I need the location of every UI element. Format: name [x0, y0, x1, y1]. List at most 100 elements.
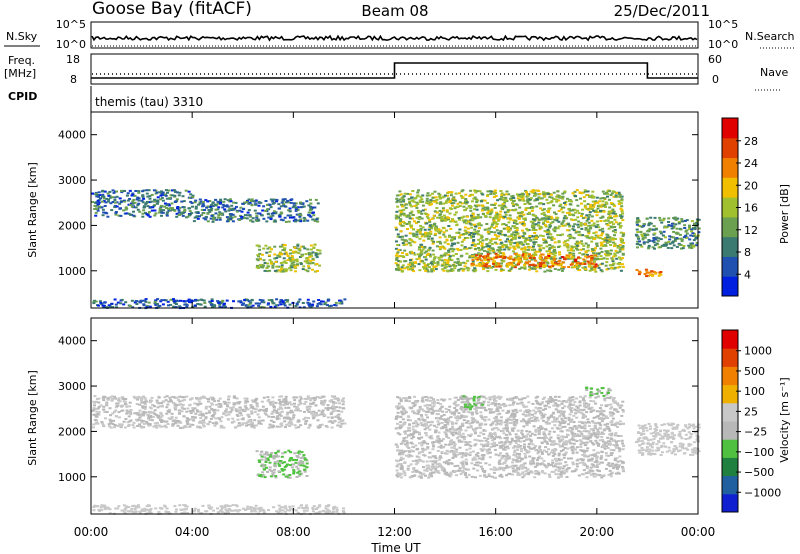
station-title: Goose Bay (fitACF)	[92, 0, 252, 19]
range-gate-cell	[685, 232, 689, 235]
range-gate-cell	[581, 266, 585, 269]
range-gate-cell	[492, 196, 496, 198]
colorbar-cell	[722, 216, 738, 238]
range-gate-cell	[515, 258, 519, 261]
range-gate-cell	[586, 249, 590, 252]
range-gate-cell	[148, 401, 152, 404]
range-gate-cell	[592, 205, 596, 208]
range-gate-cell	[266, 203, 269, 206]
range-gate-cell	[214, 208, 218, 211]
range-gate-cell	[298, 400, 302, 403]
range-gate-cell	[464, 198, 468, 200]
range-gate-cell	[255, 397, 259, 400]
range-gate-cell	[137, 191, 141, 194]
range-gate-cell	[525, 239, 529, 241]
range-gate-cell	[442, 269, 446, 272]
range-gate-cell	[243, 201, 247, 204]
range-gate-cell	[588, 224, 592, 227]
range-gate-cell	[597, 204, 601, 207]
range-gate-cell	[531, 207, 534, 210]
range-gate-cell	[140, 398, 144, 401]
range-gate-cell	[270, 300, 274, 303]
range-gate-cell	[115, 415, 119, 418]
range-gate-cell	[423, 251, 427, 254]
range-gate-cell	[280, 264, 284, 267]
range-gate-cell	[609, 194, 613, 196]
range-gate-cell	[283, 216, 287, 219]
range-gate-cell	[243, 214, 247, 217]
range-gate-cell	[537, 224, 541, 227]
range-gate-cell	[682, 236, 686, 239]
range-gate-cell	[274, 261, 278, 263]
range-gate-cell	[493, 216, 497, 219]
range-gate-cell	[425, 197, 429, 200]
range-gate-cell	[177, 420, 181, 422]
range-gate-cell	[284, 398, 288, 400]
colorbar-cell	[722, 157, 738, 178]
range-gate-cell	[284, 399, 288, 402]
range-gate-cell	[247, 419, 251, 422]
range-gate-cell	[148, 423, 152, 425]
range-gate-cell	[297, 248, 301, 251]
range-gate-cell	[190, 202, 194, 205]
range-gate-cell	[517, 256, 521, 259]
range-gate-cell	[254, 203, 258, 206]
range-gate-cell	[569, 235, 572, 237]
range-gate-cell	[601, 215, 605, 218]
range-gate-cell	[258, 258, 262, 261]
range-gate-cell	[452, 242, 456, 245]
range-gate-cell	[131, 192, 135, 195]
range-gate-cell	[438, 197, 442, 200]
range-gate-cell	[135, 418, 138, 421]
range-gate-cell	[470, 244, 474, 247]
range-gate-cell	[511, 225, 515, 228]
range-gate-cell	[532, 257, 536, 259]
range-gate-cell	[279, 245, 282, 248]
range-gate-cell	[284, 426, 287, 429]
range-gate-cell	[575, 243, 579, 246]
range-gate-cell	[564, 256, 568, 259]
range-gate-cell	[309, 207, 313, 210]
range-gate-cell	[480, 209, 484, 212]
range-gate-cell	[209, 204, 213, 206]
range-gate-cell	[405, 243, 409, 246]
range-gate-cell	[264, 461, 268, 463]
range-gate-cell	[252, 424, 256, 427]
range-gate-cell	[296, 206, 300, 209]
range-gate-cell	[532, 245, 535, 248]
range-gate-cell	[196, 217, 200, 220]
range-gate-cell	[290, 423, 294, 426]
range-gate-cell	[183, 398, 186, 401]
range-gate-cell	[574, 247, 578, 250]
range-gate-cell	[592, 263, 596, 266]
range-gate-cell	[529, 197, 533, 200]
range-gate-cell	[568, 252, 572, 255]
range-gate-cell	[548, 248, 552, 251]
range-gate-cell	[178, 214, 182, 216]
range-gate-cell	[276, 254, 280, 257]
range-gate-cell	[483, 255, 487, 258]
range-gate-cell	[102, 424, 106, 427]
range-gate-cell	[435, 202, 439, 205]
range-gate-cell	[434, 265, 438, 268]
range-gate-cell	[537, 250, 541, 253]
range-gate-cell	[93, 418, 97, 421]
range-gate-cell	[222, 304, 226, 307]
range-gate-cell	[324, 301, 328, 304]
range-gate-cell	[596, 201, 600, 204]
range-gate-cell	[509, 197, 512, 200]
range-gate-cell	[266, 471, 270, 473]
range-gate-cell	[176, 206, 180, 208]
range-gate-cell	[240, 215, 244, 218]
range-gate-cell	[562, 241, 566, 244]
range-gate-cell	[447, 225, 451, 227]
range-gate-cell	[585, 214, 589, 217]
range-gate-cell	[221, 206, 225, 209]
range-gate-cell	[433, 262, 437, 265]
range-gate-cell	[145, 213, 149, 216]
range-gate-cell	[181, 195, 185, 198]
range-gate-cell	[292, 463, 295, 466]
range-gate-cell	[462, 221, 466, 224]
range-gate-cell	[269, 206, 273, 209]
